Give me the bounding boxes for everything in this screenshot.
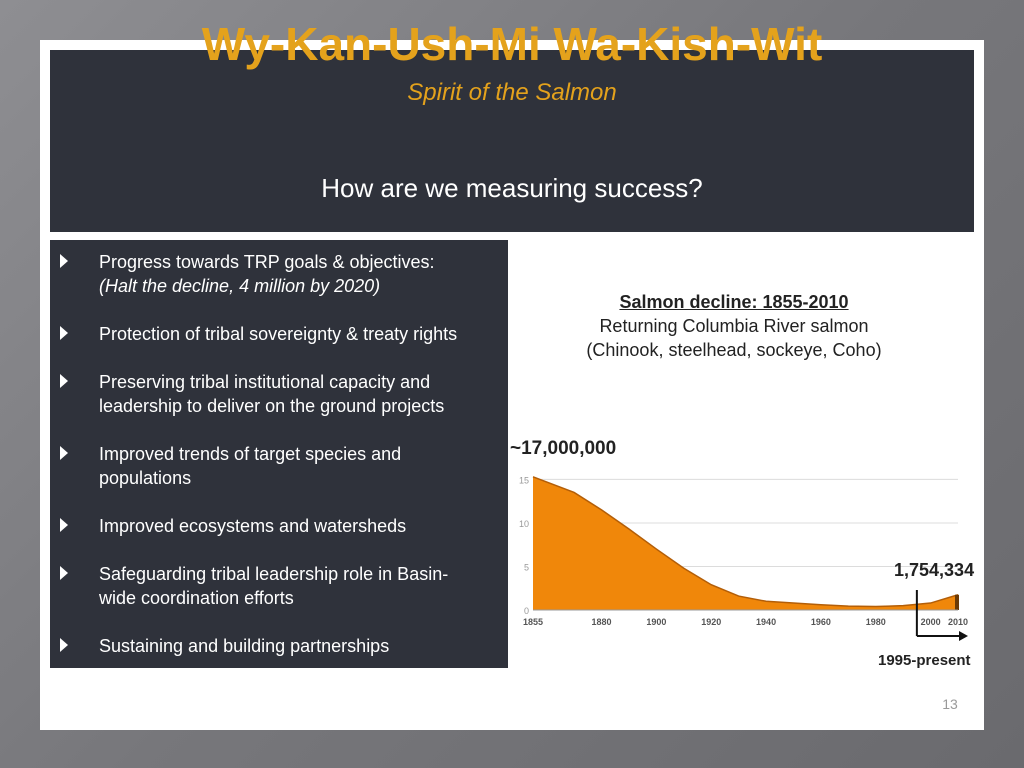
peak-value-label: ~17,000,000	[510, 438, 617, 459]
header-band	[50, 50, 974, 232]
bullet-marker-icon	[60, 446, 68, 460]
bullet-text: (Halt the decline, 4 million by 2020)	[99, 276, 381, 296]
bullet-marker-icon	[60, 638, 68, 652]
bullet-panel	[50, 240, 508, 668]
x-tick-label: 1980	[866, 617, 886, 627]
bullet-text: Progress towards TRP goals & objectives:	[99, 252, 435, 272]
y-tick-label: 10	[519, 519, 529, 529]
chart-subheading: Returning Columbia River salmon	[599, 316, 869, 336]
slide-subtitle: Spirit of the Salmon	[407, 79, 617, 106]
bullet-text: populations	[99, 468, 192, 488]
bullet-text: wide coordination efforts	[99, 588, 294, 608]
x-tick-label: 1960	[811, 617, 831, 627]
slide-number: 13	[942, 696, 958, 712]
slide	[40, 40, 984, 730]
arrow-head-icon	[959, 631, 968, 641]
x-tick-label: 1880	[592, 617, 612, 627]
x-tick-label: 1940	[756, 617, 776, 627]
x-tick-label: 1900	[646, 617, 666, 627]
chart-heading: Salmon decline: 1855-2010	[619, 292, 849, 312]
area-series	[533, 476, 958, 610]
bullet-marker-icon	[60, 326, 68, 340]
bullet-marker-icon	[60, 518, 68, 532]
bullet-text: leadership to deliver on the ground proj…	[99, 396, 445, 416]
x-tick-label: 1855	[523, 617, 543, 627]
bullet-text: Improved ecosystems and watersheds	[99, 516, 407, 536]
x-tick-label: 1920	[701, 617, 721, 627]
bullet-marker-icon	[60, 566, 68, 580]
bullet-text: Preserving tribal institutional capacity…	[99, 372, 431, 392]
bullet-marker-icon	[60, 374, 68, 388]
y-tick-label: 0	[524, 606, 529, 616]
bullet-text: Sustaining and building partnerships	[99, 636, 390, 656]
bullet-text: Improved trends of target species and	[99, 444, 402, 464]
recent-value-label: 1,754,334	[894, 560, 975, 580]
area-series-line	[532, 476, 959, 608]
x-tick-label: 2000	[921, 617, 941, 627]
slide-title: Wy-Kan-Ush-Mi Wa-Kish-Wit	[201, 18, 823, 70]
chart-species: (Chinook, steelhead, sockeye, Coho)	[586, 340, 882, 360]
y-tick-label: 15	[519, 475, 529, 485]
bullet-text: Protection of tribal sovereignty & treat…	[99, 324, 458, 344]
bullet-text: Safeguarding tribal leadership role in B…	[99, 564, 449, 584]
recent-value-marker	[955, 594, 959, 610]
bullet-marker-icon	[60, 254, 68, 268]
range-label: 1995-present	[878, 652, 971, 669]
chart-title: Salmon decline: 1855-2010 Returning Colu…	[540, 290, 928, 362]
y-tick-label: 5	[524, 562, 529, 572]
slide-question: How are we measuring success?	[321, 173, 703, 203]
x-tick-label: 2010	[948, 617, 968, 627]
